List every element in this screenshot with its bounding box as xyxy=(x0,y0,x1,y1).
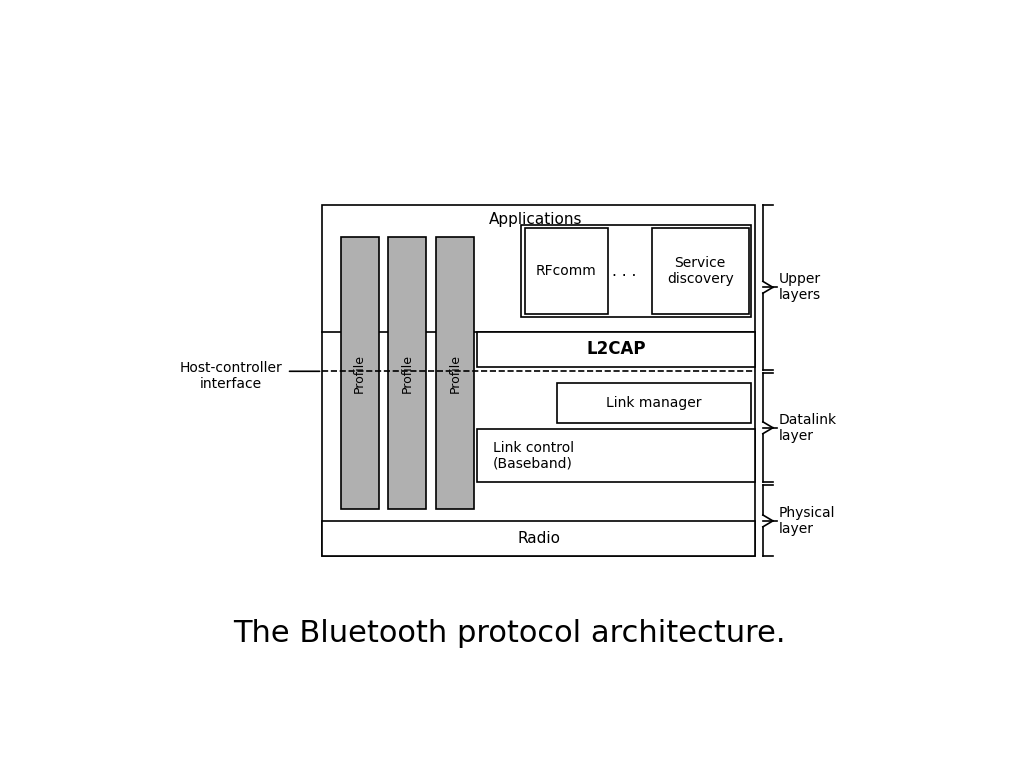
Text: Profile: Profile xyxy=(449,353,462,392)
Text: L2CAP: L2CAP xyxy=(587,340,646,359)
Bar xyxy=(323,521,755,556)
Text: Physical
layer: Physical layer xyxy=(778,506,836,536)
Text: Upper
layers: Upper layers xyxy=(778,272,821,303)
Bar xyxy=(477,429,755,482)
Bar xyxy=(341,237,379,509)
Text: Profile: Profile xyxy=(353,353,367,392)
Text: Radio: Radio xyxy=(517,531,560,546)
Text: Link control
(Baseband): Link control (Baseband) xyxy=(494,441,574,471)
Bar xyxy=(521,225,751,317)
Bar xyxy=(323,204,755,556)
Text: Service
discovery: Service discovery xyxy=(667,257,733,286)
Text: Host-controller
interface: Host-controller interface xyxy=(180,361,283,391)
Bar xyxy=(557,383,751,423)
Text: RFcomm: RFcomm xyxy=(536,264,596,278)
Text: Profile: Profile xyxy=(400,353,414,392)
Bar xyxy=(524,228,608,314)
Bar xyxy=(388,237,426,509)
Bar xyxy=(436,237,474,509)
Bar xyxy=(652,228,749,314)
Text: Datalink
layer: Datalink layer xyxy=(778,413,837,443)
Bar xyxy=(477,332,755,367)
Text: The Bluetooth protocol architecture.: The Bluetooth protocol architecture. xyxy=(232,619,785,647)
Text: Link manager: Link manager xyxy=(605,396,701,410)
Text: . . .: . . . xyxy=(611,264,636,279)
Text: Applications: Applications xyxy=(489,212,583,227)
